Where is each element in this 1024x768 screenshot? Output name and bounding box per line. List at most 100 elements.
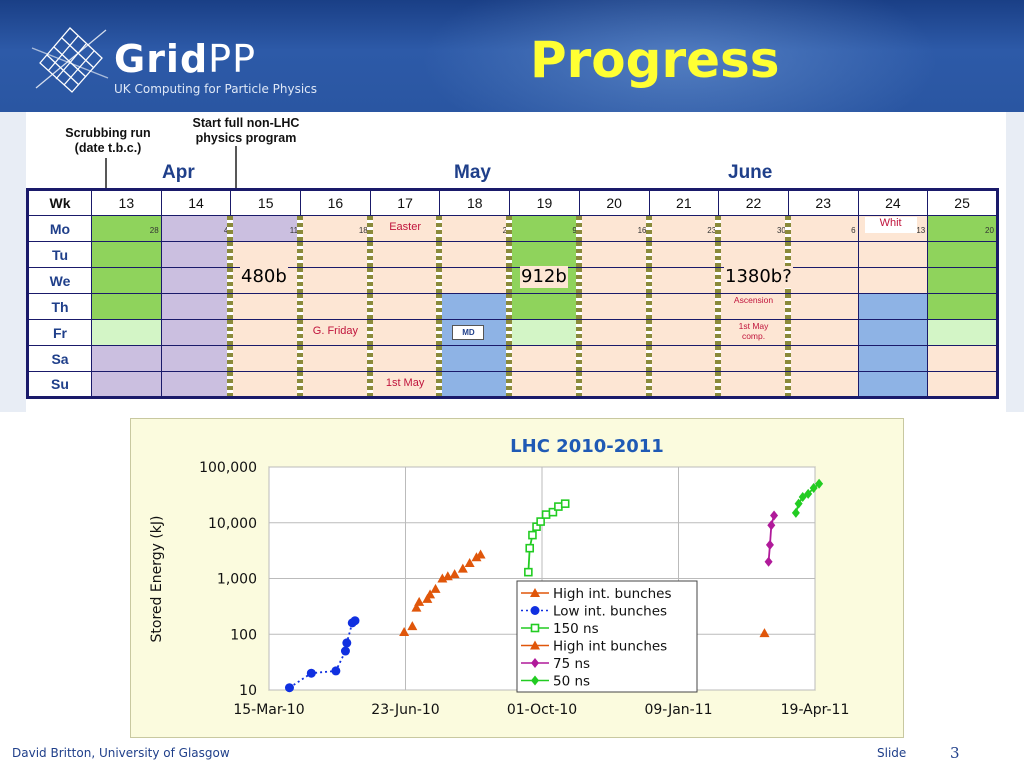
legend-marker <box>530 606 540 615</box>
monday-date: 6 <box>851 226 856 235</box>
week-separator <box>784 294 791 319</box>
calendar-table: Wk 13 14 15 16 17 18 19 20 21 22 23 24 25 Mo 28 4 11 18 Eas… <box>26 188 999 399</box>
week-separator <box>297 372 304 396</box>
calendar-cell <box>91 371 162 398</box>
chart-title: LHC 2010-2011 <box>510 436 664 457</box>
calendar-cell <box>506 293 580 320</box>
calendar-cell <box>227 345 302 372</box>
week-number: 23 <box>787 189 859 216</box>
week-separator <box>575 216 582 241</box>
calendar-cell <box>645 241 720 268</box>
x-tick-label: 01-Oct-10 <box>507 702 577 718</box>
footer-author: David Britton, University of Glasgow <box>12 746 230 760</box>
calendar-cell <box>715 371 789 398</box>
data-point <box>804 488 813 499</box>
day-row-fr: Fr G. Friday MD 1st May comp. <box>27 319 998 346</box>
week-number: 20 <box>578 189 650 216</box>
week-separator <box>575 320 582 345</box>
calendar-cell <box>91 345 162 372</box>
data-point <box>791 507 800 518</box>
data-point <box>449 569 460 579</box>
calendar-cell <box>436 293 511 320</box>
x-tick-label: 15-Mar-10 <box>233 702 304 718</box>
data-point <box>554 502 563 511</box>
data-point <box>425 589 436 599</box>
monday-date: 9 <box>572 226 577 235</box>
calendar-cell <box>506 345 580 372</box>
y-tick-label: 100,000 <box>199 460 257 476</box>
calendar-cell <box>927 319 998 346</box>
week-separator <box>366 268 373 293</box>
monday-date: 18 <box>358 226 368 235</box>
week-separator <box>506 346 513 371</box>
week-separator <box>506 268 513 293</box>
week-separator <box>436 294 443 319</box>
calendar-cell <box>366 345 441 372</box>
week-separator <box>645 294 652 319</box>
calendar-cell: 20 <box>927 215 998 242</box>
calendar-cell <box>784 319 859 346</box>
calendar-cell <box>160 345 232 372</box>
calendar-cell <box>857 267 929 294</box>
calendar-cell <box>506 241 580 268</box>
event-may-day: 1st May <box>385 377 425 389</box>
calendar-cell <box>436 267 511 294</box>
week-separator <box>366 216 373 241</box>
week-separator <box>645 268 652 293</box>
monday-date: 30 <box>776 226 786 235</box>
calendar-cell: 11 <box>227 215 302 242</box>
week-separator <box>784 320 791 345</box>
legend-marker <box>531 658 539 668</box>
week-separator <box>227 216 234 241</box>
data-point <box>815 478 824 489</box>
series-line-4 <box>767 515 775 562</box>
week-separator <box>715 294 722 319</box>
week-separator <box>645 242 652 267</box>
day-label: Mo <box>27 215 92 242</box>
week-separator <box>227 294 234 319</box>
monday-date: 13 <box>916 226 926 235</box>
week-number: 19 <box>509 189 580 216</box>
calendar-cell <box>436 345 511 372</box>
calendar-cell <box>366 293 441 320</box>
calendar-cell <box>160 241 232 268</box>
calendar-cell <box>366 319 441 346</box>
week-separator <box>227 320 234 345</box>
week-number: 21 <box>648 189 720 216</box>
calendar-cell <box>575 345 650 372</box>
calendar-cell <box>227 319 302 346</box>
legend-marker <box>531 675 539 686</box>
day-label: Su <box>27 371 92 398</box>
data-point <box>536 517 545 526</box>
week-separator <box>366 346 373 371</box>
calendar-cell: 18 <box>297 215 371 242</box>
week-separator <box>297 268 304 293</box>
data-point <box>407 621 418 631</box>
legend-entry: 150 ns <box>553 621 599 637</box>
calendar-cell <box>366 241 441 268</box>
week-separator <box>366 320 373 345</box>
calendar-cell <box>927 371 998 398</box>
week-separator <box>715 320 722 345</box>
data-point <box>759 628 770 638</box>
calendar-cell <box>160 319 232 346</box>
y-tick-label: 10 <box>239 683 257 699</box>
week-separator <box>715 346 722 371</box>
week-separator <box>784 216 791 241</box>
week-number: 16 <box>300 189 371 216</box>
data-point <box>524 567 533 577</box>
calendar-cell <box>575 319 650 346</box>
calendar-cell: 28 <box>91 215 162 242</box>
calendar-cell <box>160 293 232 320</box>
calendar-cell <box>784 241 859 268</box>
calendar-cell <box>297 241 371 268</box>
week-separator <box>575 294 582 319</box>
monday-date: 28 <box>149 226 159 235</box>
calendar-cell <box>857 371 929 398</box>
day-label: Sa <box>27 345 92 372</box>
event-may-comp: 1st May comp. <box>738 321 769 341</box>
day-label: Fr <box>27 319 92 346</box>
data-point <box>767 520 776 531</box>
data-point <box>770 510 779 521</box>
month-may: May <box>454 162 491 183</box>
